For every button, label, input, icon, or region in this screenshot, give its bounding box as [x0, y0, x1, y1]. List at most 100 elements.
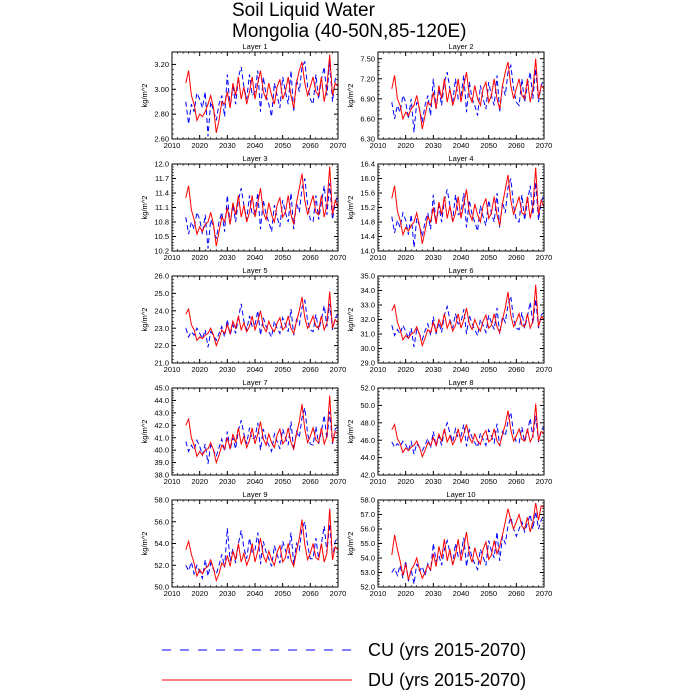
y-tick-label: 11.4: [155, 189, 169, 198]
y-tick-label: 15.6: [360, 189, 375, 198]
y-tick-label: 33.0: [360, 301, 375, 310]
x-tick-label: 2020: [397, 589, 414, 598]
x-tick-label: 2040: [453, 141, 470, 150]
y-tick-label: 3.20: [154, 60, 169, 69]
y-axis-label: kg/m^2: [346, 532, 355, 556]
series-line-du: [185, 166, 339, 247]
legend: CU (yrs 2015-2070) DU (yrs 2015-2070): [162, 640, 526, 690]
y-tick-label: 10.2: [154, 247, 169, 256]
y-tick-label: 31.0: [360, 330, 375, 339]
x-tick-label: 2070: [330, 477, 347, 486]
x-tick-label: 2060: [508, 141, 525, 150]
y-axis-label: kg/m^2: [346, 84, 355, 108]
y-axis-label: kg/m^2: [346, 308, 355, 332]
y-tick-label: 7.50: [360, 54, 375, 63]
y-axis-label: kg/m^2: [140, 196, 149, 220]
x-tick-label: 2030: [425, 365, 442, 374]
y-tick-label: 58.0: [360, 496, 375, 505]
y-tick-label: 55.0: [360, 539, 375, 548]
chart-panel-layer-8: Layer 8 kg/m^2 2010 2020 2030 2040 2050 2060 207…: [346, 378, 552, 486]
x-tick-label: 2070: [330, 253, 347, 262]
x-tick-label: 2010: [164, 589, 181, 598]
y-tick-label: 50.0: [360, 401, 375, 410]
x-tick-label: 2070: [536, 477, 553, 486]
x-tick-label: 2050: [274, 253, 291, 262]
y-tick-label: 6.30: [360, 135, 375, 144]
x-tick-label: 2030: [425, 141, 442, 150]
series-line-cu: [391, 178, 545, 248]
y-tick-label: 54.0: [154, 539, 169, 548]
x-tick-label: 2070: [330, 365, 347, 374]
x-tick-label: 2060: [302, 253, 319, 262]
x-tick-label: 2020: [397, 141, 414, 150]
y-tick-label: 32.0: [360, 315, 375, 324]
x-tick-label: 2050: [480, 365, 497, 374]
y-tick-label: 56.0: [154, 517, 169, 526]
y-tick-label: 39.0: [154, 458, 169, 467]
y-tick-label: 57.0: [360, 510, 375, 519]
x-tick-label: 2010: [370, 253, 387, 262]
x-tick-label: 2010: [370, 477, 387, 486]
x-tick-label: 2030: [425, 589, 442, 598]
chart-panel-layer-7: Layer 7 kg/m^2 2010 2020 2030 2040 2050 2060 207…: [140, 378, 346, 486]
y-tick-label: 16.0: [360, 174, 375, 183]
chart-panel-layer-6: Layer 6 kg/m^2 2010 2020 2030 2040 2050 2060 207…: [346, 266, 552, 374]
x-tick-label: 2020: [191, 477, 208, 486]
x-tick-label: 2010: [370, 365, 387, 374]
y-tick-label: 44.0: [154, 396, 169, 405]
x-tick-label: 2020: [397, 477, 414, 486]
x-tick-label: 2040: [453, 365, 470, 374]
y-tick-label: 53.0: [360, 568, 375, 577]
y-tick-label: 6.60: [360, 115, 375, 124]
panel-title: Layer 1: [242, 42, 267, 51]
y-tick-label: 46.0: [360, 436, 375, 445]
chart-panel-layer-2: Layer 2 kg/m^2 2010 2020 2030 2040 2050 2060 207…: [346, 42, 552, 150]
panel-title: Layer 6: [448, 266, 473, 275]
x-tick-label: 2040: [453, 589, 470, 598]
y-axis-label: kg/m^2: [140, 84, 149, 108]
y-tick-label: 26.0: [154, 272, 169, 281]
y-tick-label: 10.8: [154, 218, 169, 227]
x-tick-label: 2010: [164, 253, 181, 262]
y-tick-label: 3.00: [154, 85, 169, 94]
plot-frame: [377, 387, 545, 476]
y-tick-label: 45.0: [154, 384, 169, 393]
x-tick-label: 2030: [219, 253, 236, 262]
y-tick-label: 42.0: [360, 471, 375, 480]
y-tick-label: 2.80: [154, 110, 169, 119]
series-line-du: [391, 284, 545, 348]
y-tick-label: 48.0: [360, 418, 375, 427]
x-tick-label: 2040: [247, 141, 264, 150]
y-tick-label: 10.5: [154, 232, 169, 241]
x-tick-label: 2040: [247, 589, 264, 598]
y-tick-label: 21.0: [154, 359, 169, 368]
x-tick-label: 2060: [508, 477, 525, 486]
x-tick-label: 2030: [219, 141, 236, 150]
y-tick-label: 7.20: [360, 74, 375, 83]
panel-title: Layer 2: [448, 42, 473, 51]
x-tick-label: 2060: [508, 365, 525, 374]
y-tick-label: 35.0: [360, 272, 375, 281]
x-tick-label: 2030: [425, 253, 442, 262]
y-axis-label: kg/m^2: [140, 532, 149, 556]
y-axis-label: kg/m^2: [346, 420, 355, 444]
y-tick-label: 30.0: [360, 344, 375, 353]
y-tick-label: 29.0: [360, 359, 375, 368]
series-line-du: [185, 395, 339, 465]
series-line-cu: [185, 407, 339, 464]
series-line-cu: [391, 63, 545, 133]
y-tick-label: 14.8: [360, 218, 375, 227]
x-tick-label: 2040: [247, 365, 264, 374]
y-tick-label: 2.60: [154, 135, 169, 144]
x-tick-label: 2030: [219, 365, 236, 374]
x-tick-label: 2020: [191, 365, 208, 374]
y-tick-label: 15.2: [360, 203, 375, 212]
y-tick-label: 52.0: [360, 384, 375, 393]
x-tick-label: 2070: [330, 141, 347, 150]
x-tick-label: 2070: [536, 141, 553, 150]
y-axis-label: kg/m^2: [346, 196, 355, 220]
chart-panel-layer-9: Layer 9 kg/m^2 2010 2020 2030 2040 2050 2060 207…: [140, 490, 346, 598]
panel-title: Layer 4: [448, 154, 473, 163]
x-tick-label: 2060: [302, 141, 319, 150]
